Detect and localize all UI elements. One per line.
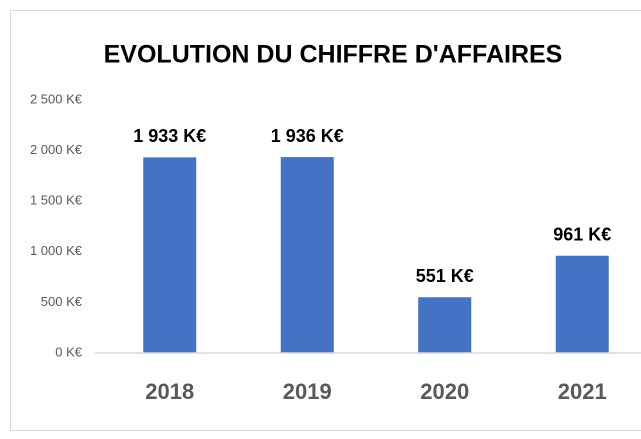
x-tick-label: 2021 — [558, 379, 607, 404]
y-tick-label: 1 500 K€ — [30, 193, 83, 208]
bar — [555, 255, 609, 353]
y-tick-label: 0 K€ — [55, 344, 83, 359]
bar — [143, 157, 197, 353]
bar — [280, 157, 334, 353]
x-tick-label: 2019 — [283, 379, 332, 404]
x-tick-label: 2020 — [420, 379, 469, 404]
value-label: 961 K€ — [553, 224, 611, 244]
chart-title: EVOLUTION DU CHIFFRE D'AFFAIRES — [104, 41, 563, 69]
bar — [418, 297, 472, 353]
y-tick-label: 2 500 K€ — [30, 91, 83, 106]
value-label: 551 K€ — [416, 266, 474, 286]
y-tick-label: 500 K€ — [41, 294, 83, 309]
value-label: 1 936 K€ — [271, 126, 344, 146]
y-tick-label: 2 000 K€ — [30, 142, 83, 157]
x-tick-label: 2018 — [145, 379, 194, 404]
value-label: 1 933 K€ — [133, 126, 206, 146]
y-tick-label: 1 000 K€ — [30, 243, 83, 258]
